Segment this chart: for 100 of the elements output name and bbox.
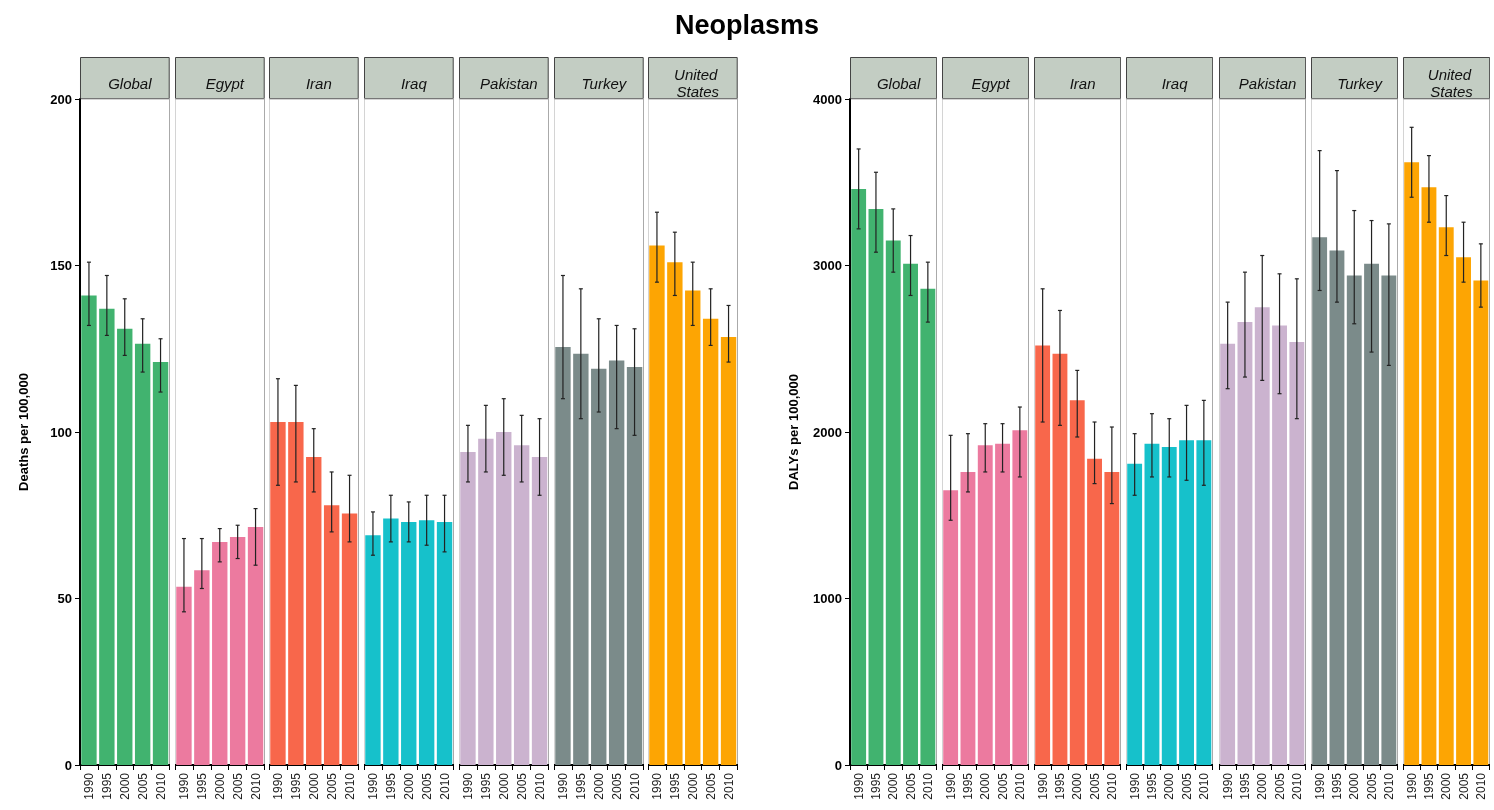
bar bbox=[1455, 257, 1471, 765]
x-tick-label: 2005 bbox=[995, 772, 1010, 800]
x-tick-label: 1990 bbox=[81, 772, 96, 800]
bar bbox=[995, 443, 1011, 765]
chart-title: Egypt bbox=[205, 74, 245, 92]
x-tick-label: 1990 bbox=[1220, 772, 1235, 800]
x-tick-label: 2010 bbox=[1473, 772, 1488, 800]
bar bbox=[903, 263, 918, 765]
bar bbox=[1254, 307, 1270, 765]
x-tick-label: 1990 bbox=[1128, 772, 1143, 800]
bar bbox=[99, 308, 115, 765]
bar bbox=[1381, 275, 1396, 765]
x-tick-label: 2005 bbox=[1087, 772, 1102, 800]
x-tick-label: 1995 bbox=[868, 772, 883, 800]
y-tick-label: 3000 bbox=[813, 258, 842, 273]
x-tick-label: 2010 bbox=[1289, 772, 1304, 800]
bar bbox=[134, 343, 151, 765]
chart-title: Turkey bbox=[581, 74, 628, 92]
x-tick-label: 1990 bbox=[460, 772, 475, 800]
bar bbox=[851, 188, 867, 765]
x-tick-label: 2010 bbox=[1012, 772, 1027, 800]
x-tick-label: 2000 bbox=[1439, 772, 1454, 800]
x-tick-label: 1995 bbox=[961, 772, 976, 800]
x-tick-label: 2000 bbox=[686, 772, 701, 800]
bar bbox=[977, 445, 993, 765]
bar bbox=[175, 586, 192, 765]
x-tick-label: 1995 bbox=[383, 772, 398, 800]
bar bbox=[211, 541, 228, 765]
bar bbox=[885, 240, 901, 765]
chart-title: Iraq bbox=[401, 74, 428, 92]
x-tick-label: 2000 bbox=[401, 772, 416, 800]
bar bbox=[703, 318, 719, 765]
x-tick-label: 2000 bbox=[496, 772, 511, 800]
y-tick-label: 1000 bbox=[813, 591, 842, 606]
bar bbox=[1070, 400, 1085, 765]
x-tick-label: 1995 bbox=[1421, 772, 1436, 800]
x-tick-label: 2005 bbox=[1456, 772, 1471, 800]
x-tick-label: 1995 bbox=[1053, 772, 1068, 800]
x-tick-label: 1990 bbox=[650, 772, 665, 800]
x-tick-label: 1990 bbox=[271, 772, 286, 800]
x-tick-label: 1995 bbox=[1237, 772, 1252, 800]
chart-title: Egypt bbox=[971, 74, 1011, 92]
x-tick-label: 2010 bbox=[920, 772, 935, 800]
bar bbox=[1473, 280, 1489, 765]
bar bbox=[288, 422, 304, 765]
x-tick-label: 2010 bbox=[1197, 772, 1212, 800]
y-axis-title: DALYs per 100,000 bbox=[786, 374, 801, 490]
x-tick-label: 2010 bbox=[627, 772, 642, 800]
x-tick-label: 1990 bbox=[1404, 772, 1419, 800]
chart-title: Iran bbox=[1069, 74, 1096, 92]
x-tick-label: 2005 bbox=[1272, 772, 1287, 800]
chart-title: United States bbox=[1427, 66, 1476, 100]
bar bbox=[626, 367, 642, 765]
x-tick-label: 2005 bbox=[903, 772, 918, 800]
x-tick-label: 2005 bbox=[230, 772, 245, 800]
x-tick-label: 2005 bbox=[325, 772, 340, 800]
x-tick-label: 1990 bbox=[1035, 772, 1050, 800]
bar bbox=[1438, 227, 1454, 765]
bar bbox=[608, 360, 624, 765]
x-tick-label: 2010 bbox=[721, 772, 736, 800]
x-tick-label: 1990 bbox=[555, 772, 570, 800]
bar bbox=[247, 526, 263, 765]
x-tick-label: 2010 bbox=[437, 772, 452, 800]
x-tick-label: 2005 bbox=[1364, 772, 1379, 800]
bar bbox=[1219, 343, 1235, 765]
x-tick-label: 2000 bbox=[1346, 772, 1361, 800]
chart-title: Iraq bbox=[1162, 74, 1189, 92]
text: Neoplasms bbox=[674, 9, 820, 40]
x-tick-label: 2005 bbox=[1179, 772, 1194, 800]
x-tick-label: 1990 bbox=[176, 772, 191, 800]
bar bbox=[1311, 237, 1327, 765]
bar bbox=[1144, 443, 1160, 765]
bar bbox=[1271, 325, 1287, 765]
x-tick-label: 2000 bbox=[307, 772, 322, 800]
bar bbox=[685, 290, 701, 765]
bar bbox=[1404, 162, 1419, 765]
x-tick-label: 2005 bbox=[514, 772, 529, 800]
chart-title: Pakistan bbox=[1238, 74, 1296, 92]
x-tick-label: 2010 bbox=[532, 772, 547, 800]
chart-title: Pakistan bbox=[479, 74, 538, 92]
y-tick-label: 50 bbox=[57, 591, 72, 606]
bar bbox=[667, 262, 683, 765]
x-tick-label: 2000 bbox=[1070, 772, 1085, 800]
bar bbox=[193, 570, 210, 765]
bar bbox=[590, 368, 607, 765]
chart-title: Global bbox=[876, 74, 921, 92]
bar bbox=[1162, 446, 1178, 765]
x-tick-label: 2010 bbox=[153, 772, 168, 800]
x-tick-label: 1995 bbox=[668, 772, 683, 800]
chart-title: Turkey bbox=[1336, 74, 1384, 92]
x-tick-label: 2010 bbox=[1105, 772, 1120, 800]
bar bbox=[1035, 345, 1051, 765]
x-tick-label: 1995 bbox=[1329, 772, 1344, 800]
bar bbox=[1179, 440, 1195, 765]
x-tick-label: 1995 bbox=[99, 772, 114, 800]
x-tick-label: 2005 bbox=[703, 772, 718, 800]
bar bbox=[306, 456, 322, 765]
bar bbox=[1104, 471, 1120, 765]
x-tick-label: 2000 bbox=[1254, 772, 1269, 800]
chart-title: Iran bbox=[306, 74, 333, 92]
